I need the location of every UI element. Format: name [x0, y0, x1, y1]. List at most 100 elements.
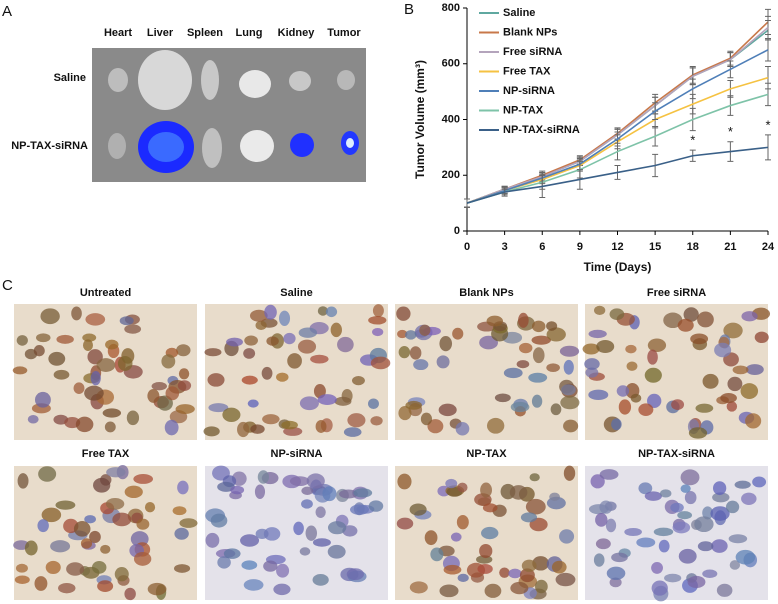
cell-nucleus	[281, 420, 298, 430]
cell-nucleus	[702, 373, 719, 389]
cell-nucleus	[24, 540, 38, 556]
cell-nucleus	[55, 500, 76, 510]
cell-nucleus	[625, 344, 637, 354]
cell-nucleus	[430, 547, 444, 562]
column-label: Liver	[147, 27, 174, 39]
cell-nucleus	[45, 560, 61, 575]
cell-nucleus	[208, 403, 229, 413]
cell-nucleus	[126, 410, 140, 426]
cell-nucleus	[585, 367, 599, 378]
image-title: Free siRNA	[647, 287, 706, 299]
cell-nucleus	[728, 534, 748, 544]
cell-nucleus	[372, 327, 384, 337]
cell-nucleus	[71, 306, 82, 321]
column-label: Heart	[104, 27, 132, 39]
x-tick-label: 9	[577, 241, 583, 253]
cell-nucleus	[330, 322, 342, 338]
cell-nucleus	[368, 500, 384, 512]
cell-nucleus	[745, 413, 762, 429]
image-title: Blank NPs	[459, 287, 513, 299]
cell-nucleus	[630, 393, 642, 403]
cell-nucleus	[317, 306, 328, 316]
cell-nucleus	[257, 470, 269, 484]
cell-nucleus	[436, 355, 450, 369]
organs	[108, 50, 359, 173]
cell-nucleus	[254, 484, 266, 499]
cell-nucleus	[301, 486, 314, 495]
cell-nucleus	[438, 403, 457, 417]
cell-nucleus	[697, 311, 714, 328]
cell-nucleus	[670, 502, 684, 513]
cell-nucleus	[584, 358, 600, 370]
cell-nucleus	[93, 477, 111, 493]
cell-nucleus	[726, 401, 738, 412]
cell-nucleus	[136, 518, 150, 530]
line-chart: 0 200 400 600 800 0 3 6 9 12 15 18 21 24 Time (Days) Tu…	[413, 2, 775, 274]
cell-nucleus	[165, 386, 180, 401]
cell-nucleus	[293, 521, 304, 536]
cell-nucleus	[525, 498, 546, 515]
cell-nucleus	[105, 339, 119, 350]
cell-nucleus	[508, 568, 522, 579]
cell-nucleus	[683, 307, 699, 322]
cell-nucleus	[477, 563, 493, 574]
cell-nucleus	[638, 403, 654, 416]
significance-mark: *	[765, 117, 770, 132]
cell-nucleus	[240, 534, 260, 547]
cell-nucleus	[250, 424, 265, 434]
cell-nucleus	[112, 512, 132, 527]
cell-nucleus	[398, 406, 412, 421]
cell-nucleus	[179, 518, 198, 528]
cell-nucleus	[164, 419, 179, 436]
cell-nucleus	[452, 327, 464, 340]
cell-nucleus	[347, 413, 366, 428]
y-axis-label: Tumor Volume (mm³)	[413, 60, 427, 179]
cell-nucleus	[73, 521, 91, 537]
cell-nucleus	[279, 310, 291, 327]
image-title: NP-TAX	[466, 448, 507, 460]
cell-nucleus	[276, 372, 289, 382]
cell-nucleus	[36, 333, 51, 343]
cell-nucleus	[102, 408, 122, 418]
series-line	[466, 93, 769, 204]
cell-nucleus	[205, 532, 220, 548]
cell-nucleus	[509, 485, 528, 500]
cell-nucleus	[532, 347, 545, 364]
cell-nucleus	[305, 525, 318, 541]
cell-nucleus	[339, 489, 358, 499]
cell-nucleus	[546, 363, 560, 373]
cell-nucleus	[716, 583, 733, 597]
cell-nucleus	[599, 500, 613, 514]
cell-nucleus	[735, 549, 756, 565]
cell-nucleus	[559, 345, 580, 357]
cell-nucleus	[100, 544, 111, 554]
cell-nucleus	[729, 560, 741, 570]
cell-nucleus	[53, 369, 70, 380]
cell-nucleus	[273, 583, 291, 596]
cell-nucleus	[75, 416, 94, 433]
cell-nucleus	[106, 467, 126, 478]
panel-label: C	[2, 277, 13, 294]
series-line	[466, 49, 769, 204]
cell-nucleus	[479, 335, 498, 350]
cell-nucleus	[727, 376, 743, 392]
cell-nucleus	[535, 579, 548, 594]
cell-nucleus	[133, 552, 152, 566]
cell-nucleus	[550, 403, 562, 416]
x-tick-label: 18	[687, 241, 699, 253]
cell-nucleus	[230, 485, 245, 495]
x-tick-label: 3	[502, 241, 508, 253]
cell-nucleus	[312, 538, 331, 547]
cell-nucleus	[486, 315, 504, 327]
cell-nucleus	[457, 482, 468, 493]
cell-nucleus	[427, 419, 444, 434]
cell-nucleus	[521, 559, 537, 572]
cell-nucleus	[12, 366, 28, 375]
cell-nucleus	[559, 529, 575, 544]
cell-nucleus	[516, 360, 530, 369]
cell-nucleus	[609, 577, 622, 588]
cell-nucleus	[56, 334, 74, 344]
cell-nucleus	[172, 506, 187, 516]
cell-nucleus	[48, 351, 66, 366]
cell-nucleus	[405, 330, 417, 340]
